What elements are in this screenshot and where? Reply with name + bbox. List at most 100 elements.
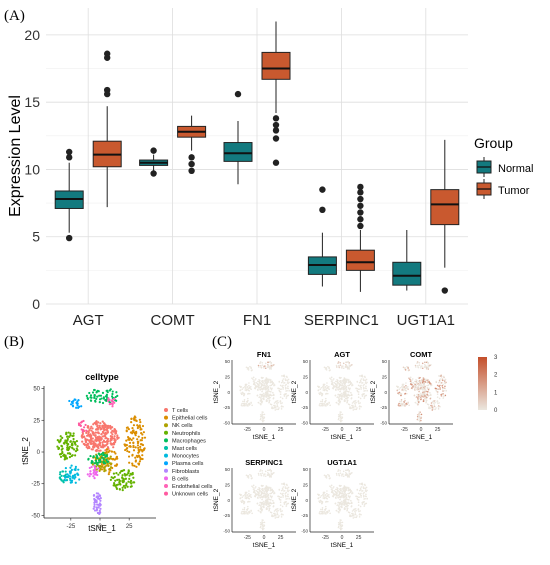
- feature-cell-point: [420, 392, 422, 395]
- feature-cell-point: [252, 378, 254, 381]
- feature-cell-point: [441, 379, 444, 382]
- cell-point-epithelial-cells: [130, 431, 133, 434]
- cell-point-epithelial-cells: [110, 450, 113, 453]
- box-body: [223, 142, 253, 162]
- feature-cell-point: [288, 489, 290, 492]
- feature-cell-point: [352, 405, 354, 408]
- feature-cell-point: [331, 495, 334, 497]
- feature-cell-point: [349, 473, 352, 476]
- feature-cell-point: [439, 388, 441, 390]
- feature-cell-point: [362, 492, 365, 495]
- cell-point-neutrophils: [59, 435, 62, 438]
- feature-cell-point: [335, 496, 337, 499]
- feature-cell-point: [239, 389, 242, 392]
- feature-cell-point: [286, 487, 288, 489]
- feature-cell-point: [332, 486, 335, 488]
- cell-point-macrophages: [115, 399, 118, 402]
- feature-title-agt: AGT: [334, 350, 350, 359]
- cell-point-t-cells: [106, 426, 109, 429]
- feature-cell-point: [281, 483, 283, 485]
- cell-point-endothelial-cells: [107, 398, 110, 402]
- cell-point-neutrophils: [63, 457, 67, 461]
- cell-point-t-cells: [113, 437, 116, 440]
- feature-cell-point: [430, 404, 432, 407]
- feature-cell-point: [338, 397, 340, 400]
- feature-cell-point: [338, 493, 341, 496]
- feature-cell-point: [284, 494, 287, 497]
- feature-cell-point: [421, 365, 423, 367]
- cell-point-epithelial-cells: [135, 465, 138, 468]
- feature-cell-point: [282, 489, 284, 491]
- feature-points-comt: [396, 360, 447, 423]
- feature-cell-point: [420, 413, 423, 416]
- feature-cell-point: [335, 488, 337, 491]
- cell-point-endothelial-cells: [111, 398, 114, 402]
- feature-cell-point: [340, 505, 342, 508]
- feature-cell-point: [244, 491, 247, 494]
- cell-point-neutrophils: [64, 439, 67, 442]
- feature-cell-point: [326, 490, 328, 492]
- feature-cell-point: [413, 385, 416, 388]
- feature-cell-point: [341, 419, 343, 422]
- feature-x-tick-label: 25: [356, 535, 362, 541]
- cell-point-epithelial-cells: [140, 439, 143, 442]
- cell-point-macrophages: [87, 457, 90, 460]
- feature-cell-point: [244, 493, 246, 496]
- feature-cell-point: [286, 484, 288, 487]
- feature-cell-point: [344, 378, 346, 381]
- cell-point-neutrophils: [68, 456, 71, 459]
- feature-cell-point: [359, 493, 361, 495]
- feature-cell-point: [284, 388, 287, 390]
- cell-point-macrophages: [89, 399, 93, 402]
- cell-point-neutrophils: [115, 483, 119, 487]
- cell-point-neutrophils: [116, 478, 119, 482]
- feature-cell-point: [403, 397, 406, 400]
- feature-cell-point: [252, 486, 254, 489]
- feature-cell-point: [279, 501, 282, 504]
- celltype-title: celltype: [85, 372, 119, 382]
- feature-cell-point: [418, 364, 421, 366]
- cell-point-epithelial-cells: [132, 444, 135, 447]
- feature-cell-point: [271, 473, 274, 476]
- feature-cell-point: [322, 385, 324, 388]
- feature-cell-point: [400, 398, 403, 401]
- cell-point-fibroblasts: [98, 511, 101, 514]
- feature-cell-point: [432, 400, 434, 403]
- feature-cell-point: [361, 381, 364, 384]
- feature-cell-point: [268, 365, 270, 367]
- feature-cell-point: [360, 405, 362, 408]
- feature-cell-point: [444, 385, 446, 388]
- feature-cell-point: [335, 509, 338, 512]
- feature-cell-point: [270, 496, 273, 499]
- cell-point-neutrophils: [69, 452, 72, 456]
- feature-cell-point: [276, 512, 279, 514]
- feature-cell-point: [341, 527, 343, 530]
- cell-point-neutrophils: [122, 484, 125, 488]
- feature-points-fn1: [239, 360, 290, 423]
- feature-cell-point: [424, 380, 426, 383]
- feature-cell-point: [440, 381, 443, 384]
- feature-cell-point: [427, 384, 430, 387]
- cell-point-neutrophils: [60, 445, 64, 448]
- feature-x-tick-label: 25: [356, 427, 362, 433]
- feature-cell-point: [407, 366, 409, 369]
- feature-cell-point: [257, 388, 259, 391]
- cell-point-t-cells: [104, 426, 107, 429]
- feature-cell-point: [340, 397, 342, 400]
- feature-cell-point: [366, 497, 368, 500]
- feature-cell-point: [273, 492, 276, 494]
- cell-point-monocytes: [71, 476, 74, 479]
- feature-cell-point: [251, 512, 253, 515]
- cell-point-t-cells: [90, 425, 93, 428]
- cell-point-b-cells: [86, 473, 89, 476]
- feature-cell-point: [257, 474, 260, 476]
- cell-point-macrophages: [89, 394, 93, 397]
- feature-cell-point: [439, 405, 441, 408]
- feature-cell-point: [335, 401, 338, 404]
- feature-cell-point: [277, 495, 280, 498]
- feature-cell-point: [437, 388, 440, 390]
- feature-cell-point: [286, 389, 288, 392]
- cell-point-epithelial-cells: [130, 417, 133, 420]
- feature-cell-point: [342, 489, 345, 492]
- feature-cell-point: [243, 512, 246, 515]
